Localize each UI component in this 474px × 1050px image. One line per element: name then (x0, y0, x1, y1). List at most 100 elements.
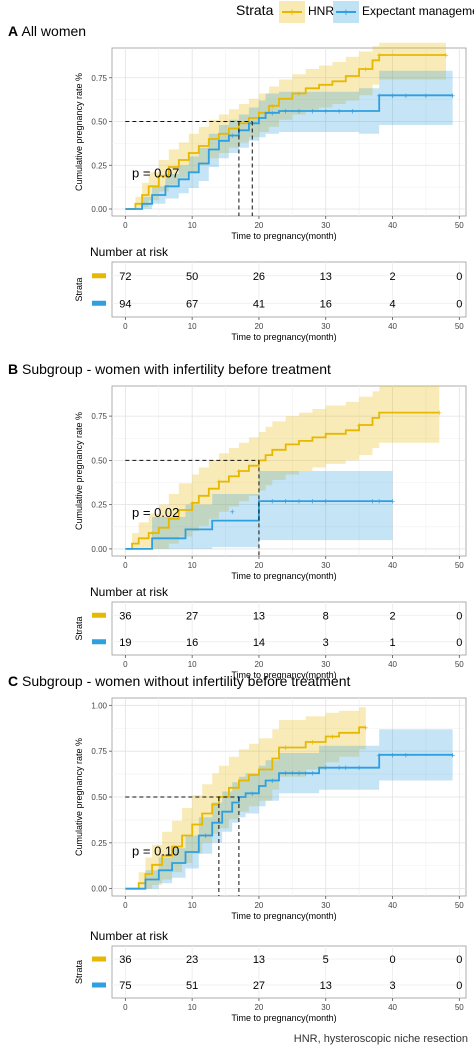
x-tick-label: 40 (388, 561, 397, 570)
panel-letter: B (8, 361, 22, 377)
censor-mark: + (336, 107, 341, 117)
x-tick-label: 20 (254, 901, 263, 910)
censor-mark: + (370, 497, 375, 507)
censor-mark: + (236, 467, 241, 477)
legend-label-hnr: HNR (308, 4, 334, 18)
panel-title-text: All women (21, 23, 86, 39)
x-tick-label: 50 (455, 561, 464, 570)
risk-row-swatch (92, 982, 106, 988)
risk-count: 13 (320, 271, 332, 283)
risk-count: 4 (389, 298, 395, 310)
p-value: p = 0.07 (132, 166, 179, 181)
y-tick-label: 0.50 (91, 456, 107, 465)
risk-count: 0 (456, 637, 462, 649)
risk-x-tick-label: 50 (455, 322, 464, 331)
x-tick-label: 10 (188, 561, 197, 570)
risk-count: 13 (253, 954, 265, 966)
risk-count: 0 (456, 298, 462, 310)
censor-mark: + (323, 763, 328, 773)
y-tick-label: 0.25 (91, 501, 107, 510)
censor-mark: + (450, 91, 455, 101)
x-tick-label: 20 (254, 561, 263, 570)
censor-mark: + (230, 507, 235, 517)
risk-y-label: Strata (74, 616, 84, 640)
censor-mark: + (350, 107, 355, 117)
y-tick-label: 0.50 (91, 118, 107, 127)
censor-mark: + (283, 769, 288, 779)
risk-row-swatch (92, 612, 106, 618)
ci-band-0 (125, 42, 447, 209)
risk-count: 2 (389, 271, 395, 283)
p-value: p = 0.02 (132, 505, 179, 520)
risk-count: 36 (119, 610, 131, 622)
y-axis-label: Cumulative pregnancy rate % (74, 73, 84, 191)
censor-mark: + (443, 51, 448, 61)
panel-title: A All women (8, 23, 86, 39)
censor-mark: + (283, 497, 288, 507)
risk-count: 75 (119, 980, 131, 992)
risk-count: 0 (456, 610, 462, 622)
censor-mark: + (363, 723, 368, 733)
risk-x-tick-label: 40 (388, 1003, 397, 1012)
y-tick-label: 0.25 (91, 161, 107, 170)
x-tick-label: 20 (254, 221, 263, 230)
panel-title: C Subgroup - women without infertility b… (8, 673, 350, 689)
censor-mark: + (330, 732, 335, 742)
x-axis-label: Time to pregnancy(month) (231, 911, 336, 921)
censor-mark: + (190, 498, 195, 508)
risk-row-swatch (92, 639, 106, 645)
risk-count: 1 (389, 637, 395, 649)
plot-area (111, 47, 467, 217)
risk-count: 50 (186, 271, 198, 283)
risk-row-swatch (92, 300, 106, 306)
risk-x-tick-label: 30 (321, 322, 330, 331)
risk-count: 94 (119, 298, 131, 310)
legend-title: Strata (236, 2, 274, 18)
legend-label-expectant: Expectant management (362, 4, 474, 18)
censor-mark: + (310, 738, 315, 748)
x-tick-label: 30 (321, 901, 330, 910)
panel-a: A All women++++ +++ + + + + + ++ + + + +p = 0.070.0… (8, 23, 467, 342)
x-tick-label: 10 (188, 901, 197, 910)
risk-count: 26 (253, 271, 265, 283)
series-line-0 (125, 54, 446, 210)
risk-count: 41 (253, 298, 265, 310)
censor-mark: + (403, 750, 408, 760)
x-tick-label: 50 (455, 901, 464, 910)
censor-mark: + (437, 408, 442, 418)
censor-mark: + (423, 91, 428, 101)
panel-letter: C (8, 673, 22, 689)
censor-mark: + (250, 789, 255, 799)
risk-x-tick-label: 0 (123, 660, 128, 669)
risk-x-axis-label: Time to pregnancy(month) (231, 1013, 336, 1023)
risk-table-title: Number at risk (90, 929, 169, 943)
censor-mark: + (270, 776, 275, 786)
risk-count: 3 (323, 637, 329, 649)
risk-count: 0 (389, 954, 395, 966)
panel-title: B Subgroup - women with infertility befo… (8, 361, 331, 377)
censor-mark: + (377, 91, 382, 101)
censor-mark: + (390, 497, 395, 507)
y-tick-label: 0.75 (91, 412, 107, 421)
risk-count: 51 (186, 980, 198, 992)
risk-x-axis-label: Time to pregnancy(month) (231, 670, 336, 680)
x-tick-label: 30 (321, 221, 330, 230)
footnote: HNR, hysteroscopic niche resection (294, 1033, 468, 1045)
p-value: p = 0.10 (132, 844, 179, 859)
censor-mark: + (283, 107, 288, 117)
x-tick-label: 0 (123, 561, 128, 570)
censor-mark: + (363, 65, 368, 75)
risk-x-tick-label: 0 (123, 1003, 128, 1012)
censor-mark: + (296, 769, 301, 779)
legend: Strata + HNR + Expectant management (236, 1, 474, 23)
risk-count: 16 (186, 637, 198, 649)
risk-count: 72 (119, 271, 131, 283)
censor-mark: + (377, 51, 382, 61)
censor-mark: + (343, 763, 348, 773)
risk-x-tick-label: 20 (254, 1003, 263, 1012)
censor-mark: + (356, 763, 361, 773)
risk-count: 14 (253, 637, 265, 649)
censor-mark: + (310, 497, 315, 507)
risk-x-tick-label: 40 (388, 660, 397, 669)
